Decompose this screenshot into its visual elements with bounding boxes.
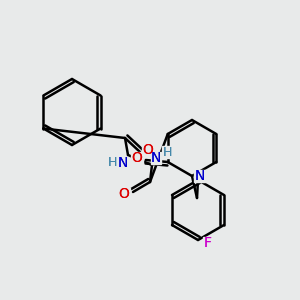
Text: O: O [142, 143, 153, 157]
Text: O: O [118, 187, 129, 201]
Text: H: H [107, 157, 117, 169]
Text: N: N [151, 151, 161, 165]
Bar [118, 188, 130, 200]
Text: O: O [131, 151, 142, 165]
Text: F: F [204, 236, 212, 250]
Text: H: H [162, 146, 172, 158]
Bar [131, 152, 143, 164]
Bar [203, 237, 213, 249]
Text: F: F [204, 236, 212, 250]
Bar [118, 157, 128, 169]
Bar [107, 157, 117, 169]
Text: N: N [195, 169, 205, 183]
Text: N: N [118, 156, 128, 170]
Text: N: N [151, 151, 161, 165]
Text: O: O [142, 143, 153, 157]
Text: H: H [107, 157, 117, 169]
Text: N: N [195, 169, 205, 183]
Bar [142, 144, 154, 156]
Text: N: N [118, 156, 128, 170]
Text: H: H [162, 146, 172, 158]
Bar [162, 146, 172, 158]
Bar [194, 170, 206, 182]
Text: O: O [131, 151, 142, 165]
Bar [151, 152, 161, 164]
Text: O: O [118, 187, 129, 201]
